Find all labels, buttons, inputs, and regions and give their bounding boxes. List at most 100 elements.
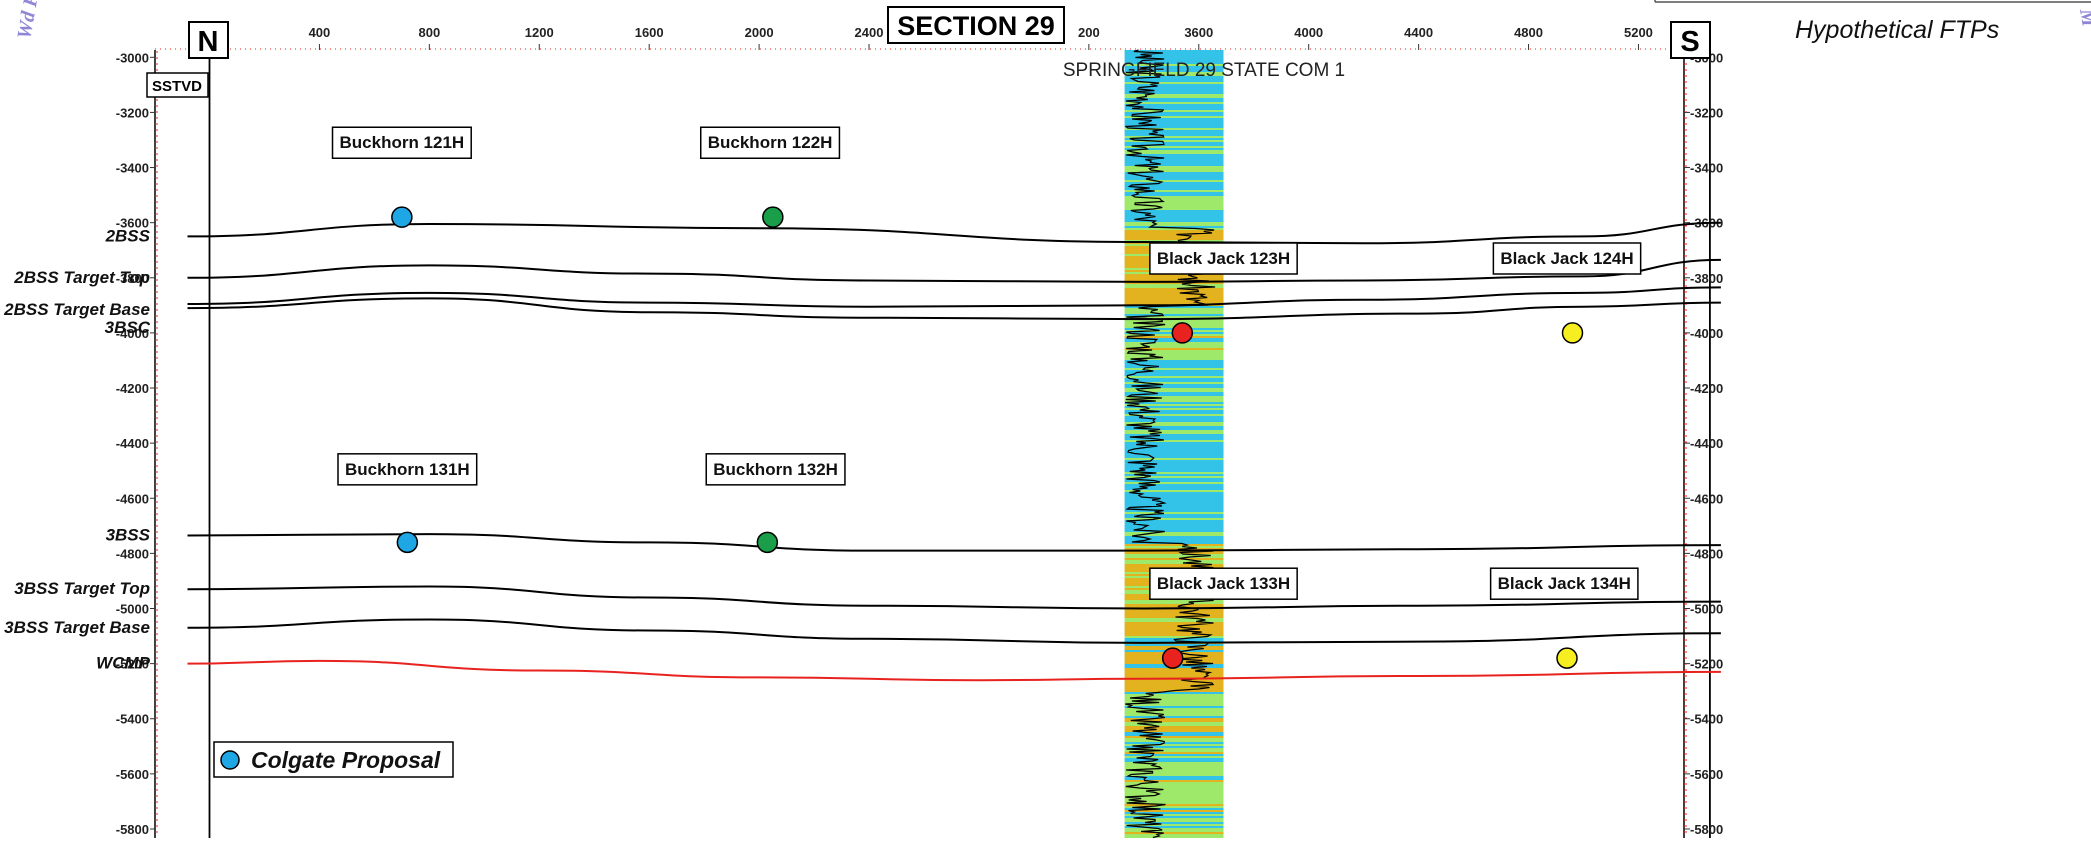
log-color-band [1124, 52, 1224, 54]
log-color-band [1124, 218, 1224, 220]
x-tick-label: 1600 [635, 25, 664, 40]
log-color-band [1124, 426, 1224, 428]
log-color-band [1124, 136, 1224, 138]
log-color-band [1124, 514, 1224, 516]
legend-marker [220, 750, 240, 770]
log-curve [1124, 49, 1216, 839]
well-markers: Buckhorn 121H Buckhorn 122H Black Jack 123… [331, 126, 1642, 669]
log-color-band [1124, 220, 1224, 222]
log-color-band [1124, 676, 1224, 678]
log-color-band [1124, 438, 1224, 440]
log-color-band [1124, 700, 1224, 702]
log-color-band [1124, 204, 1224, 206]
x-tick-label: 4800 [1514, 25, 1543, 40]
log-color-band [1124, 66, 1224, 68]
well-label-box [1149, 567, 1298, 600]
x-tick-label: 5200 [1624, 25, 1653, 40]
log-color-band [1124, 298, 1224, 300]
log-color-band [1124, 704, 1224, 706]
log-color-band [1124, 412, 1224, 414]
south-label: S [1680, 26, 1699, 58]
log-color-band [1124, 792, 1224, 794]
log-color-band [1124, 640, 1224, 642]
log-color-band [1124, 614, 1224, 616]
log-color-band [1124, 192, 1224, 194]
log-color-band [1124, 370, 1224, 372]
log-color-band [1124, 178, 1224, 180]
horizon-line [187, 258, 1721, 283]
log-color-band [1124, 496, 1224, 498]
well-label: Black Jack 123H [1157, 249, 1290, 268]
log-color-band [1124, 238, 1224, 240]
log-color-band [1124, 814, 1224, 816]
horizon-line [187, 286, 1721, 308]
log-color-band [1124, 286, 1224, 288]
log-color-band [1124, 366, 1224, 368]
log-color-band [1124, 64, 1224, 66]
log-color-band [1124, 826, 1224, 828]
plot-frame [154, 48, 1711, 838]
well-label-box [1492, 242, 1642, 275]
well-marker [396, 531, 419, 554]
log-color-band [1124, 506, 1224, 508]
log-color-band [1124, 462, 1224, 464]
log-track [1124, 49, 1224, 839]
log-color-band [1124, 364, 1224, 366]
log-color-band [1124, 760, 1224, 762]
log-color-band [1124, 562, 1224, 564]
log-color-band [1124, 424, 1224, 426]
log-color-band [1124, 206, 1224, 208]
log-color-band [1124, 308, 1224, 310]
log-color-band [1124, 820, 1224, 822]
log-color-band [1124, 756, 1224, 758]
log-color-band [1124, 378, 1224, 380]
log-color-band [1124, 794, 1224, 796]
horizon-label: 3BSS [106, 525, 151, 544]
log-color-band [1124, 274, 1224, 276]
log-color-band [1124, 436, 1224, 438]
south-marker: S [1670, 21, 1711, 59]
log-well-name: SPRINGFIELD 29 STATE COM 1 [1063, 60, 1345, 81]
log-color-band [1124, 346, 1224, 348]
log-color-band [1124, 456, 1224, 458]
log-color-band [1124, 154, 1224, 156]
log-color-band [1124, 444, 1224, 446]
log-color-band [1124, 564, 1224, 566]
log-color-band [1124, 770, 1224, 772]
log-color-band [1124, 406, 1224, 408]
log-color-band [1124, 692, 1224, 694]
well-label: Buckhorn 132H [713, 460, 838, 479]
log-color-band [1124, 360, 1224, 362]
y-tick-label-right: -5600 [1690, 767, 1723, 782]
log-color-band [1124, 554, 1224, 556]
log-color-band [1124, 714, 1224, 716]
well-label: Black Jack 133H [1157, 574, 1290, 593]
log-color-band [1124, 184, 1224, 186]
log-color-band [1124, 558, 1224, 560]
log-color-band [1124, 216, 1224, 218]
log-color-band [1124, 626, 1224, 628]
log-color-band [1124, 702, 1224, 704]
log-color-band [1124, 724, 1224, 726]
y-tick-label-right: -4200 [1690, 381, 1723, 396]
log-color-band [1124, 276, 1224, 278]
y-tick-label-right: -5200 [1690, 657, 1723, 672]
log-color-band [1124, 758, 1224, 760]
log-color-band [1124, 124, 1224, 126]
log-color-band [1124, 96, 1224, 98]
y-tick-label-left: -4800 [116, 546, 149, 561]
log-color-band [1124, 214, 1224, 216]
log-color-band [1124, 644, 1224, 646]
log-color-band [1124, 556, 1224, 558]
log-color-band [1124, 182, 1224, 184]
log-color-band [1124, 226, 1224, 228]
log-color-band [1124, 114, 1224, 116]
log-color-band [1124, 118, 1224, 120]
log-color-band [1124, 712, 1224, 714]
log-color-band [1124, 780, 1224, 782]
log-color-band [1124, 694, 1224, 696]
log-color-band [1124, 482, 1224, 484]
log-color-band [1124, 190, 1224, 192]
log-color-band [1124, 408, 1224, 410]
log-color-band [1124, 54, 1224, 56]
